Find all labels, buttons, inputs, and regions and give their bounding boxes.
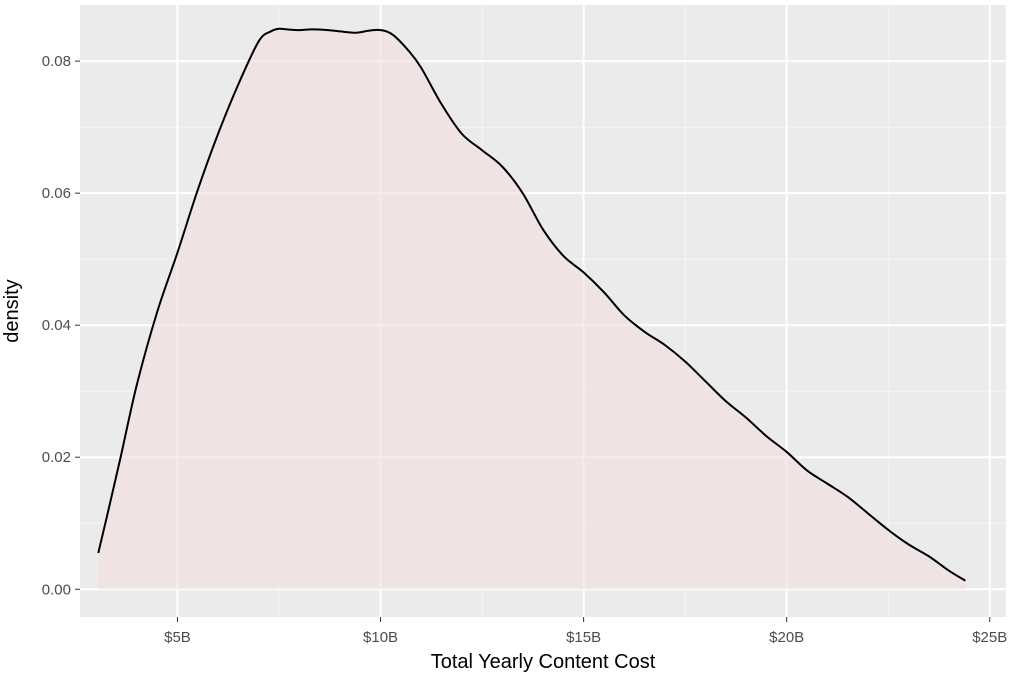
x-tick-label: $25B — [972, 629, 1007, 646]
y-axis-title: density — [1, 279, 23, 342]
x-tick-label: $5B — [164, 629, 191, 646]
y-tick-label: 0.04 — [42, 317, 71, 334]
y-axis: 0.00 0.02 0.04 0.06 0.08 — [42, 53, 80, 598]
x-tick-label: $15B — [566, 629, 601, 646]
density-area — [98, 28, 966, 590]
x-tick-label: $20B — [769, 629, 804, 646]
y-tick-label: 0.06 — [42, 185, 71, 202]
density-curve — [97, 27, 966, 582]
y-tick-label: 0.00 — [42, 581, 71, 598]
x-axis: $5B $10B $15B $20B $25B — [164, 617, 1007, 646]
x-tick-label: $10B — [363, 629, 398, 646]
x-axis-title: Total Yearly Content Cost — [431, 651, 656, 673]
y-tick-label: 0.08 — [42, 53, 71, 70]
y-tick-label: 0.02 — [42, 449, 71, 466]
